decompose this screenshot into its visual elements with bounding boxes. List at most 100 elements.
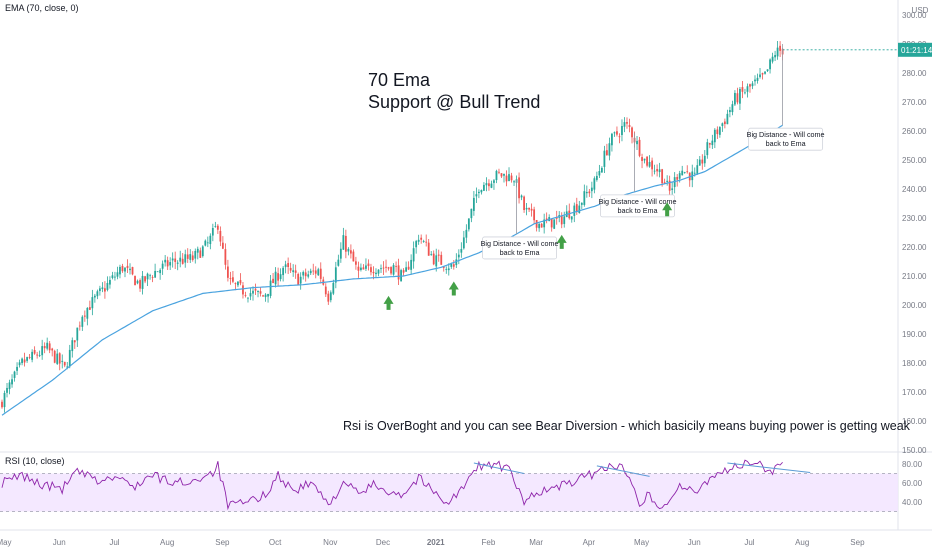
- candle-body: [154, 270, 157, 278]
- candle-body: [661, 169, 664, 184]
- candle-body: [76, 327, 79, 341]
- candle-body: [56, 353, 59, 364]
- price-tag-text: 01:21:14: [901, 46, 932, 55]
- rsi-tick-label: 40.00: [902, 498, 923, 507]
- callout-box[interactable]: [748, 127, 824, 151]
- candle-body: [713, 129, 716, 143]
- price-tick-label: 270.00: [902, 98, 927, 107]
- candle-body: [8, 382, 11, 390]
- price-tick-label: 180.00: [902, 359, 927, 368]
- candle-body: [58, 353, 61, 364]
- candle-body: [131, 267, 134, 275]
- candle-body: [611, 133, 613, 146]
- candle-body: [442, 266, 445, 268]
- candle-body: [493, 180, 495, 183]
- price-tick-label: 160.00: [902, 417, 927, 426]
- candle-body: [676, 177, 679, 180]
- callout-line2: back to Ema: [618, 206, 658, 215]
- candle-body: [440, 254, 443, 265]
- candle-body: [626, 122, 628, 124]
- candle-body: [648, 162, 651, 167]
- candle-body: [739, 88, 741, 104]
- candle-body: [420, 237, 423, 240]
- candle-body: [111, 275, 114, 278]
- candle-body: [573, 205, 576, 216]
- candle-body: [339, 248, 342, 259]
- candle-body: [417, 239, 420, 242]
- candle-body: [590, 187, 593, 192]
- ema-indicator-label[interactable]: EMA (70, close, 0): [3, 3, 81, 13]
- candle-body: [452, 264, 455, 267]
- candle-body: [744, 92, 746, 94]
- candle-body: [194, 250, 197, 259]
- candle-body: [262, 295, 264, 297]
- candle-body: [478, 191, 480, 194]
- candle-body: [189, 254, 192, 260]
- candle-body: [61, 360, 64, 362]
- candle-body: [23, 359, 26, 363]
- price-tick-label: 150.00: [902, 446, 927, 455]
- candle-body: [159, 269, 162, 274]
- rsi-band: [0, 473, 898, 512]
- candle-body: [445, 269, 448, 270]
- candle-body: [48, 343, 51, 351]
- callout-line1: Big Distance - Will come: [599, 197, 677, 206]
- time-tick-label: Mar: [529, 538, 543, 547]
- candle-body: [533, 209, 536, 221]
- candle-body: [98, 288, 101, 292]
- candle-body: [600, 167, 603, 173]
- time-tick-label: Jun: [688, 538, 701, 547]
- time-tick-label: Nov: [323, 538, 337, 547]
- time-tick-label: Dec: [376, 538, 390, 547]
- candle-body: [216, 225, 219, 230]
- candle-body: [550, 218, 553, 228]
- candle-body: [116, 272, 119, 277]
- candle-body: [472, 197, 475, 211]
- candle-body: [277, 273, 279, 281]
- candle-body: [756, 77, 759, 81]
- candle-body: [598, 171, 601, 176]
- candle-body: [716, 129, 719, 135]
- candle-body: [71, 340, 74, 352]
- candle-body: [555, 217, 558, 219]
- candle-body: [292, 270, 295, 273]
- candle-body: [294, 270, 297, 273]
- candle-body: [505, 175, 508, 182]
- candle-body: [621, 125, 623, 136]
- candle-body: [124, 267, 126, 272]
- time-tick-label: May: [634, 538, 649, 547]
- candle-body: [513, 181, 515, 183]
- price-tick-label: 250.00: [902, 156, 927, 165]
- candle-body: [126, 265, 129, 269]
- candle-body: [1, 401, 3, 408]
- candle-body: [455, 259, 458, 266]
- candle-body: [179, 257, 182, 262]
- callout-box[interactable]: [482, 236, 557, 260]
- candle-body: [264, 294, 267, 298]
- candle-body: [498, 171, 500, 173]
- candle-body: [475, 194, 478, 197]
- candle-body: [161, 263, 164, 269]
- candle-body: [435, 255, 438, 267]
- candle-body: [96, 291, 99, 297]
- candle-body: [535, 219, 538, 228]
- candle-body: [312, 270, 315, 272]
- rsi-indicator-label[interactable]: RSI (10, close): [3, 456, 67, 466]
- candle-body: [174, 258, 177, 262]
- callout-box[interactable]: [600, 194, 675, 218]
- price-tick-label: 280.00: [902, 69, 927, 78]
- candle-body: [234, 283, 237, 285]
- candle-body: [721, 123, 724, 126]
- rsi-divergence-line: [596, 465, 650, 477]
- candle-body: [302, 271, 305, 276]
- candle-body: [136, 280, 139, 284]
- support-arrow-icon: [662, 202, 673, 217]
- candle-body: [686, 171, 689, 173]
- price-tick-label: 240.00: [902, 185, 927, 194]
- candle-body: [425, 241, 428, 243]
- candle-body: [769, 59, 771, 70]
- candle-body: [191, 255, 194, 260]
- candle-body: [774, 55, 776, 58]
- candle-body: [33, 350, 36, 354]
- candle-body: [375, 272, 377, 275]
